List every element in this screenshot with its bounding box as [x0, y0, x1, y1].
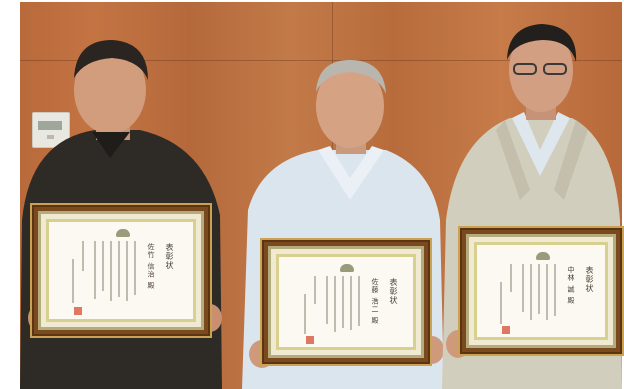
text-column	[94, 241, 96, 299]
text-column	[538, 264, 540, 314]
certificate-right: 表彰状 中林 誠 殿	[458, 226, 624, 356]
certificate-mat: 表彰状 佐藤 浩二 殿	[268, 246, 424, 358]
text-column	[314, 276, 316, 304]
certificate-paper: 表彰状 佐藤 浩二 殿	[276, 254, 416, 350]
panel-display	[38, 121, 62, 130]
text-column	[110, 241, 112, 301]
certificate-paper: 表彰状 中林 誠 殿	[474, 242, 608, 340]
text-column	[134, 241, 136, 295]
text-column	[358, 276, 360, 326]
certificate-recipient: 中林 誠 殿	[567, 266, 575, 305]
official-seal	[306, 336, 314, 344]
certificate-left: 表彰状 佐竹 信治 殿	[30, 203, 212, 338]
wall-seam	[20, 60, 622, 61]
text-column	[102, 241, 104, 291]
certificate-paper: 表彰状 佐竹 信治 殿	[46, 219, 196, 322]
official-seal	[74, 307, 82, 315]
official-seal	[502, 326, 510, 334]
certificate-mat: 表彰状 中林 誠 殿	[466, 234, 616, 348]
certificate-recipient: 佐藤 浩二 殿	[371, 278, 379, 325]
certificate-recipient: 佐竹 信治 殿	[147, 243, 155, 290]
certificate-title: 表彰状	[389, 278, 398, 305]
emblem-icon	[536, 252, 550, 260]
text-column	[342, 276, 344, 328]
certificate-mat: 表彰状 佐竹 信治 殿	[38, 211, 204, 330]
text-column	[118, 241, 120, 297]
text-column	[522, 264, 524, 312]
text-column	[72, 259, 74, 303]
text-column	[350, 276, 352, 330]
emblem-icon	[116, 229, 130, 237]
text-column	[304, 294, 306, 334]
text-column	[546, 264, 548, 320]
emblem-icon	[340, 264, 354, 272]
text-column	[334, 276, 336, 332]
text-column	[554, 264, 556, 316]
text-column	[530, 264, 532, 320]
panel-button	[47, 135, 54, 139]
text-column	[500, 282, 502, 324]
text-column	[126, 241, 128, 301]
text-column	[326, 276, 328, 324]
text-column	[510, 264, 512, 292]
certificate-middle: 表彰状 佐藤 浩二 殿	[260, 238, 432, 366]
certificate-title: 表彰状	[165, 243, 174, 270]
certificate-title: 表彰状	[585, 266, 594, 293]
text-column	[82, 241, 84, 271]
